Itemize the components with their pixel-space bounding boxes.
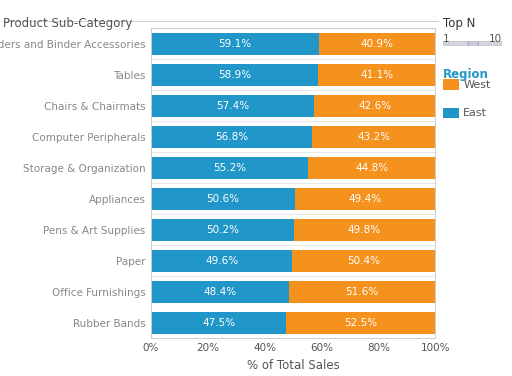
Text: 52.5%: 52.5% <box>344 318 377 328</box>
Bar <box>151 95 314 117</box>
Text: 50.2%: 50.2% <box>206 225 239 235</box>
Bar <box>151 126 312 148</box>
Text: 1: 1 <box>443 35 450 44</box>
FancyBboxPatch shape <box>443 41 502 45</box>
Bar <box>286 312 435 334</box>
Text: 55.2%: 55.2% <box>213 163 246 173</box>
FancyBboxPatch shape <box>468 39 478 47</box>
Bar <box>295 188 435 210</box>
Bar <box>151 281 289 303</box>
Bar <box>151 312 286 334</box>
Text: 56.8%: 56.8% <box>215 132 248 142</box>
Text: 43.2%: 43.2% <box>357 132 390 142</box>
Bar <box>151 250 292 272</box>
Text: 48.4%: 48.4% <box>203 287 237 297</box>
Bar <box>151 219 294 241</box>
Text: Region: Region <box>443 68 489 81</box>
Bar <box>314 95 435 117</box>
Text: 49.4%: 49.4% <box>349 194 381 204</box>
Text: Top N: Top N <box>443 17 475 30</box>
Bar <box>151 33 319 55</box>
Text: 47.5%: 47.5% <box>202 318 235 328</box>
Text: 57.4%: 57.4% <box>216 101 249 111</box>
Text: 58.9%: 58.9% <box>218 70 251 80</box>
Bar <box>151 188 295 210</box>
Bar <box>318 64 435 86</box>
Bar <box>292 250 435 272</box>
Text: 49.6%: 49.6% <box>205 256 238 266</box>
Text: 42.6%: 42.6% <box>358 101 391 111</box>
Text: 49.8%: 49.8% <box>348 225 381 235</box>
Bar <box>319 33 435 55</box>
Text: 50.4%: 50.4% <box>347 256 380 266</box>
Text: 50.6%: 50.6% <box>206 194 240 204</box>
Text: 10: 10 <box>488 35 502 44</box>
Text: 44.8%: 44.8% <box>355 163 388 173</box>
Bar <box>308 157 435 179</box>
Text: 59.1%: 59.1% <box>219 39 251 49</box>
Text: 40.9%: 40.9% <box>360 39 394 49</box>
Text: Product Sub-Category: Product Sub-Category <box>3 17 132 30</box>
X-axis label: % of Total Sales: % of Total Sales <box>247 359 339 372</box>
Bar <box>151 64 318 86</box>
Bar <box>294 219 435 241</box>
Text: East: East <box>463 108 487 118</box>
Bar <box>312 126 435 148</box>
Bar <box>151 157 308 179</box>
Text: 41.1%: 41.1% <box>360 70 393 80</box>
Text: West: West <box>463 80 490 89</box>
Bar <box>289 281 435 303</box>
Text: 51.6%: 51.6% <box>345 287 378 297</box>
